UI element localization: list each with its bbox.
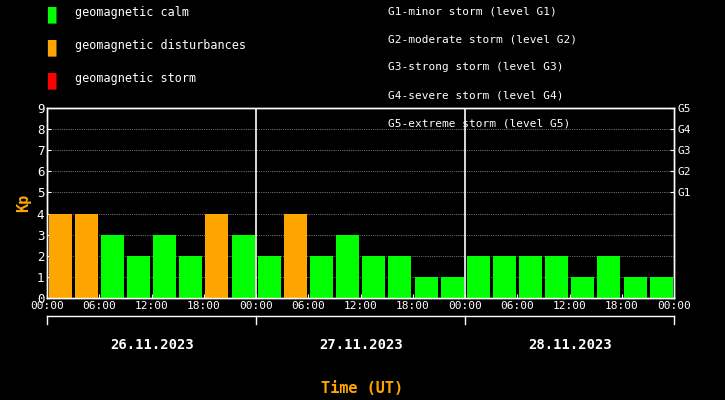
Bar <box>467 256 490 298</box>
Text: geomagnetic calm: geomagnetic calm <box>75 6 188 19</box>
Bar <box>624 277 647 298</box>
Text: geomagnetic storm: geomagnetic storm <box>75 72 196 86</box>
Text: █: █ <box>47 39 56 56</box>
Bar <box>441 277 464 298</box>
Bar <box>389 256 411 298</box>
Bar <box>310 256 333 298</box>
Y-axis label: Kp: Kp <box>16 194 31 212</box>
Bar <box>415 277 437 298</box>
Bar <box>362 256 385 298</box>
Bar <box>205 214 228 298</box>
Text: G4-severe storm (level G4): G4-severe storm (level G4) <box>388 90 563 100</box>
Bar <box>127 256 150 298</box>
Text: 26.11.2023: 26.11.2023 <box>109 338 194 352</box>
Bar <box>231 235 254 298</box>
Text: G1-minor storm (level G1): G1-minor storm (level G1) <box>388 6 557 16</box>
Bar <box>284 214 307 298</box>
Bar <box>545 256 568 298</box>
Bar <box>493 256 516 298</box>
Bar <box>597 256 621 298</box>
Text: G5-extreme storm (level G5): G5-extreme storm (level G5) <box>388 118 570 128</box>
Text: Time (UT): Time (UT) <box>321 381 404 396</box>
Bar <box>571 277 594 298</box>
Bar <box>257 256 281 298</box>
Text: geomagnetic disturbances: geomagnetic disturbances <box>75 39 246 52</box>
Text: 27.11.2023: 27.11.2023 <box>319 338 402 352</box>
Text: G2-moderate storm (level G2): G2-moderate storm (level G2) <box>388 34 577 44</box>
Text: █: █ <box>47 72 56 89</box>
Bar <box>101 235 124 298</box>
Bar <box>153 235 176 298</box>
Bar <box>49 214 72 298</box>
Bar <box>336 235 359 298</box>
Text: G3-strong storm (level G3): G3-strong storm (level G3) <box>388 62 563 72</box>
Bar <box>179 256 202 298</box>
Bar <box>650 277 673 298</box>
Bar <box>519 256 542 298</box>
Text: 28.11.2023: 28.11.2023 <box>528 338 612 352</box>
Bar <box>75 214 98 298</box>
Text: █: █ <box>47 6 56 23</box>
